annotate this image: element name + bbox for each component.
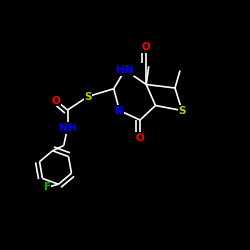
Text: S: S: [84, 92, 92, 102]
Text: HN: HN: [116, 65, 134, 75]
Text: N: N: [115, 106, 124, 116]
Text: F: F: [44, 182, 51, 192]
Text: NH: NH: [59, 123, 76, 133]
Text: O: O: [142, 42, 150, 52]
Text: O: O: [136, 133, 144, 143]
Text: S: S: [178, 106, 186, 116]
Text: O: O: [52, 96, 60, 106]
